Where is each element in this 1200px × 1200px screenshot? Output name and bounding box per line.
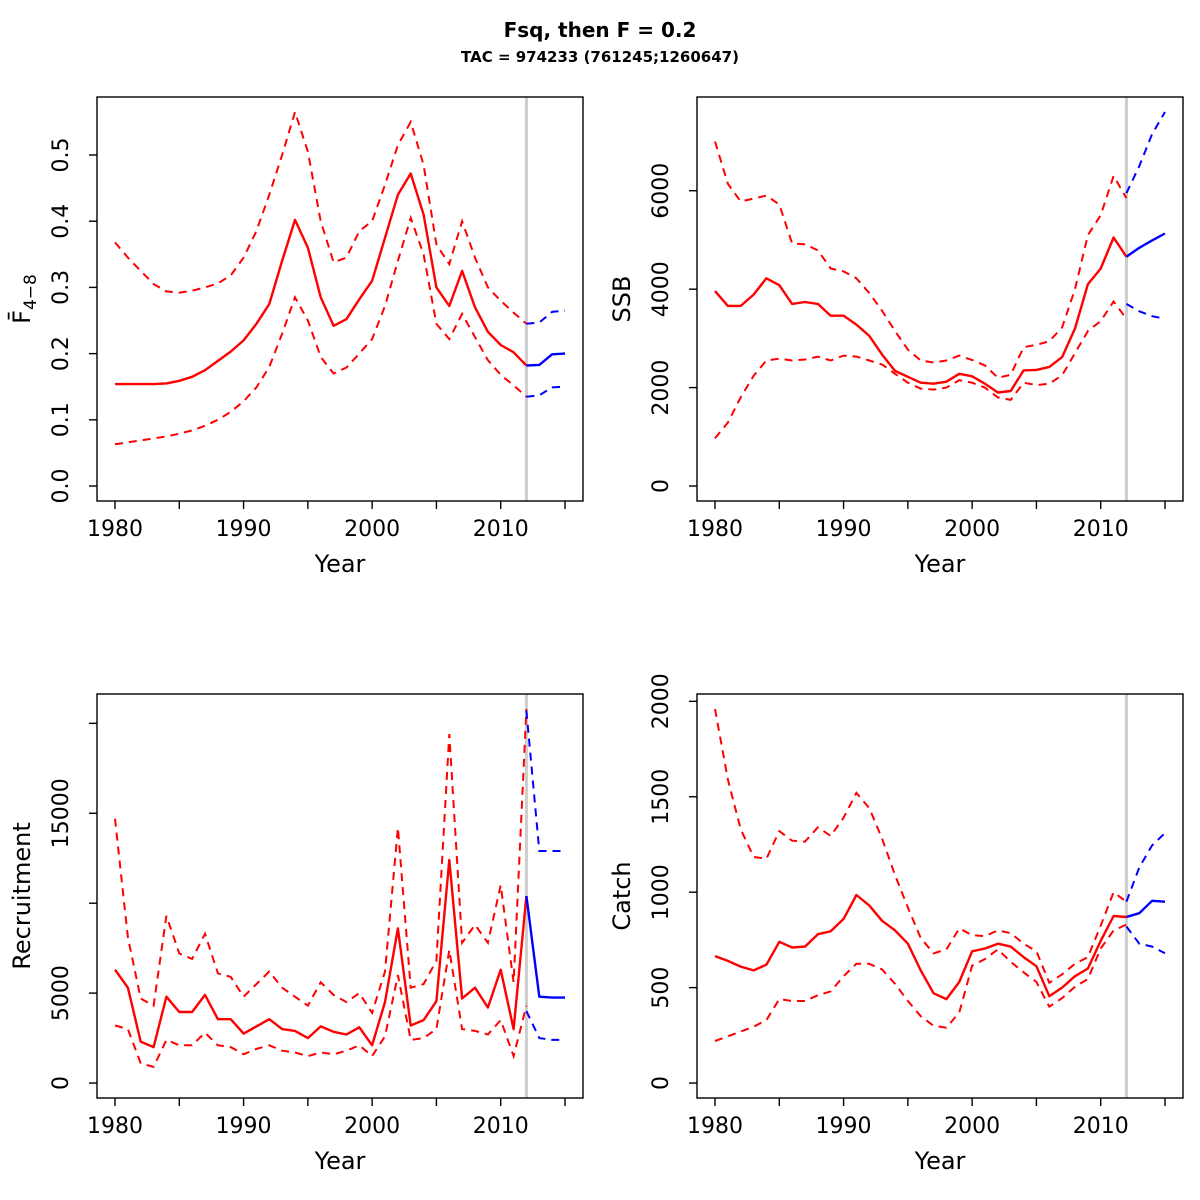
figure-subtitle: TAC = 974233 (761245;1260647)	[461, 48, 739, 66]
catch-x-tick-label: 2000	[944, 1114, 1000, 1139]
ssb-lower-ci-projection	[1125, 303, 1166, 320]
fbar-y-axis: 0.0 0.1 0.2 0.3 0.4 0.5	[49, 138, 97, 504]
recruitment-x-axis-title: Year	[314, 1147, 366, 1175]
ssb-plot-border	[696, 96, 1184, 502]
ssb-y-axis: 0 2000 4000 6000	[649, 163, 697, 493]
recruitment-chart: 1980 1990 2000 2010 Year 0 5000 15000 Recruitmen…	[8, 693, 584, 1175]
recruitment-median-projection	[525, 895, 565, 999]
catch-y-tick-label: 1000	[649, 864, 674, 920]
catch-x-axis: 1980 1990 2000 2010	[687, 1098, 1166, 1139]
catch-x-tick-label: 2010	[1073, 1114, 1129, 1139]
fbar-y-axis-title: F̄4−8	[7, 274, 41, 324]
fbar-y-tick-label: 0.4	[49, 204, 74, 239]
panel-ssb: 1980 1990 2000 2010 Year 0 2000 4000 6000 SSB	[600, 0, 1200, 600]
recruitment-y-axis-title: Recruitment	[8, 822, 36, 969]
fbar-median-projection	[526, 352, 566, 367]
ssb-upper-ci-historic	[714, 141, 1128, 379]
recruitment-y-tick-label: 15000	[49, 778, 74, 848]
fbar-chart: 1980 1990 2000 2010 Year 0.0 0.1 0.2 0.3 0.4 0.5 F̄…	[7, 96, 584, 578]
fbar-x-axis: 1980 1990 2000 2010	[87, 501, 566, 542]
recruitment-lower-ci-historic	[114, 949, 528, 1069]
ssb-x-axis-title: Year	[914, 550, 966, 578]
fbar-y-tick-label: 0.5	[49, 138, 74, 173]
catch-y-axis-title: Catch	[608, 861, 636, 930]
ssb-median-historic	[714, 236, 1128, 394]
ssb-x-axis: 1980 1990 2000 2010	[687, 501, 1166, 542]
fbar-upper-ci-projection	[526, 309, 566, 325]
ssb-y-tick-label: 0	[649, 479, 674, 493]
fbar-y-tick-label: 0.3	[49, 270, 74, 305]
recruitment-x-axis: 1980 1990 2000 2010	[87, 1098, 566, 1139]
ssb-y-tick-label: 6000	[649, 163, 674, 219]
catch-x-tick-label: 1980	[687, 1114, 743, 1139]
fbar-y-tick-label: 0.0	[49, 469, 74, 504]
fbar-x-tick-label: 1990	[216, 517, 272, 542]
catch-median-historic	[714, 893, 1127, 1001]
catch-lower-ci-projection	[1125, 925, 1166, 955]
panel-fbar: 1980 1990 2000 2010 Year 0.0 0.1 0.2 0.3 0.4 0.5 F̄…	[0, 0, 600, 600]
fbar-x-axis-title: Year	[314, 550, 366, 578]
ssb-lower-ci-historic	[714, 299, 1128, 439]
recruitment-upper-ci-projection	[525, 710, 565, 852]
recruitment-x-tick-label: 1980	[87, 1114, 143, 1139]
catch-y-tick-label: 0	[649, 1076, 674, 1090]
fbar-x-tick-label: 1980	[87, 517, 143, 542]
panel-recruitment: 1980 1990 2000 2010 Year 0 5000 15000 Recruitmen…	[0, 600, 600, 1200]
fbar-y-tick-label: 0.1	[49, 402, 74, 437]
ssb-y-tick-label: 4000	[649, 261, 674, 317]
ssb-median-projection	[1125, 232, 1166, 258]
fbar-plot-border	[96, 96, 584, 502]
catch-plot-border	[696, 693, 1184, 1099]
recruitment-x-tick-label: 1990	[216, 1114, 272, 1139]
catch-y-tick-label: 2000	[649, 673, 674, 729]
catch-y-axis: 0 500 1000 1500 2000	[649, 673, 697, 1090]
ssb-x-tick-label: 1990	[816, 517, 872, 542]
recruitment-plot-border	[96, 693, 584, 1099]
fbar-median-historic	[115, 172, 528, 386]
catch-x-axis-title: Year	[914, 1147, 966, 1175]
ssb-x-tick-label: 2010	[1073, 517, 1129, 542]
ssb-y-tick-label: 2000	[649, 360, 674, 416]
catch-median-projection	[1126, 899, 1166, 919]
fbar-lower-ci-projection	[526, 385, 566, 398]
fbar-lower-ci-historic	[114, 214, 528, 446]
fbar-x-tick-label: 2000	[344, 517, 400, 542]
recruitment-upper-ci-historic	[114, 708, 528, 1016]
fbar-x-tick-label: 2010	[473, 517, 529, 542]
catch-chart: 1980 1990 2000 2010 Year 0 500 1000 1500 2000 Catc…	[608, 673, 1184, 1175]
fbar-upper-ci-historic	[114, 108, 528, 325]
recruitment-lower-ci-projection	[525, 1010, 565, 1041]
recruitment-median-historic	[114, 858, 528, 1049]
panel-catch: 1980 1990 2000 2010 Year 0 500 1000 1500 2000 Catc…	[600, 600, 1200, 1200]
ssb-upper-ci-projection	[1125, 111, 1166, 194]
recruitment-y-tick-label: 0	[49, 1076, 74, 1090]
recruitment-x-tick-label: 2000	[344, 1114, 400, 1139]
figure-title: Fsq, then F = 0.2	[503, 18, 697, 42]
catch-y-tick-label: 500	[649, 967, 674, 1009]
ssb-x-tick-label: 1980	[687, 517, 743, 542]
ssb-y-axis-title: SSB	[608, 276, 636, 323]
catch-upper-ci-projection	[1125, 832, 1166, 903]
catch-upper-ci-historic	[714, 708, 1127, 985]
catch-lower-ci-historic	[714, 923, 1127, 1042]
catch-x-tick-label: 1990	[816, 1114, 872, 1139]
fbar-y-tick-label: 0.2	[49, 336, 74, 371]
ssb-chart: 1980 1990 2000 2010 Year 0 2000 4000 6000 SSB	[608, 96, 1184, 578]
recruitment-y-tick-label: 5000	[49, 965, 74, 1021]
recruitment-y-axis: 0 5000 15000	[49, 722, 97, 1090]
recruitment-x-tick-label: 2010	[473, 1114, 529, 1139]
catch-y-tick-label: 1500	[649, 769, 674, 825]
ssb-x-tick-label: 2000	[944, 517, 1000, 542]
